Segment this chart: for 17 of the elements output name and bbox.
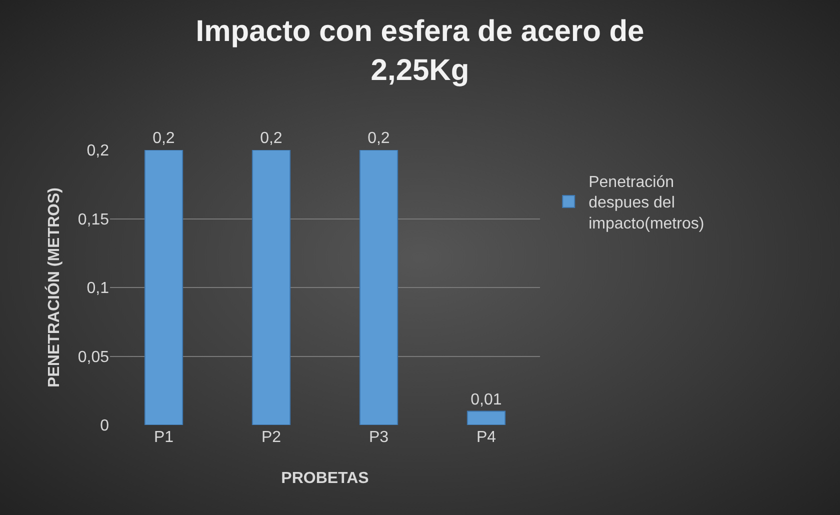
y-tick-label: 0	[100, 418, 110, 435]
x-tick-label: P2	[261, 429, 282, 446]
y-tick-label: 0,2	[86, 142, 110, 160]
y-axis-title: PENETRACIÓN (METROS)	[44, 188, 63, 388]
data-label: 0,2	[152, 130, 175, 147]
y-tick-label: 0,05	[78, 348, 110, 366]
y-tick-label: 0,15	[78, 211, 110, 228]
x-tick-label: P3	[368, 429, 389, 446]
y-tick-label: 0,1	[86, 280, 110, 298]
chart-title: Impacto con esfera de acero de 2,25Kg	[196, 15, 644, 88]
x-tick-label: P1	[154, 429, 174, 446]
x-tick-label: P4	[476, 429, 496, 446]
x-axis-title: PROBETAS	[281, 470, 370, 487]
data-label: 0,01	[470, 391, 502, 408]
legend-label: Penetración despues del impacto(metros)	[588, 174, 704, 232]
data-label: 0,2	[260, 130, 282, 147]
data-label: 0,2	[368, 130, 390, 147]
